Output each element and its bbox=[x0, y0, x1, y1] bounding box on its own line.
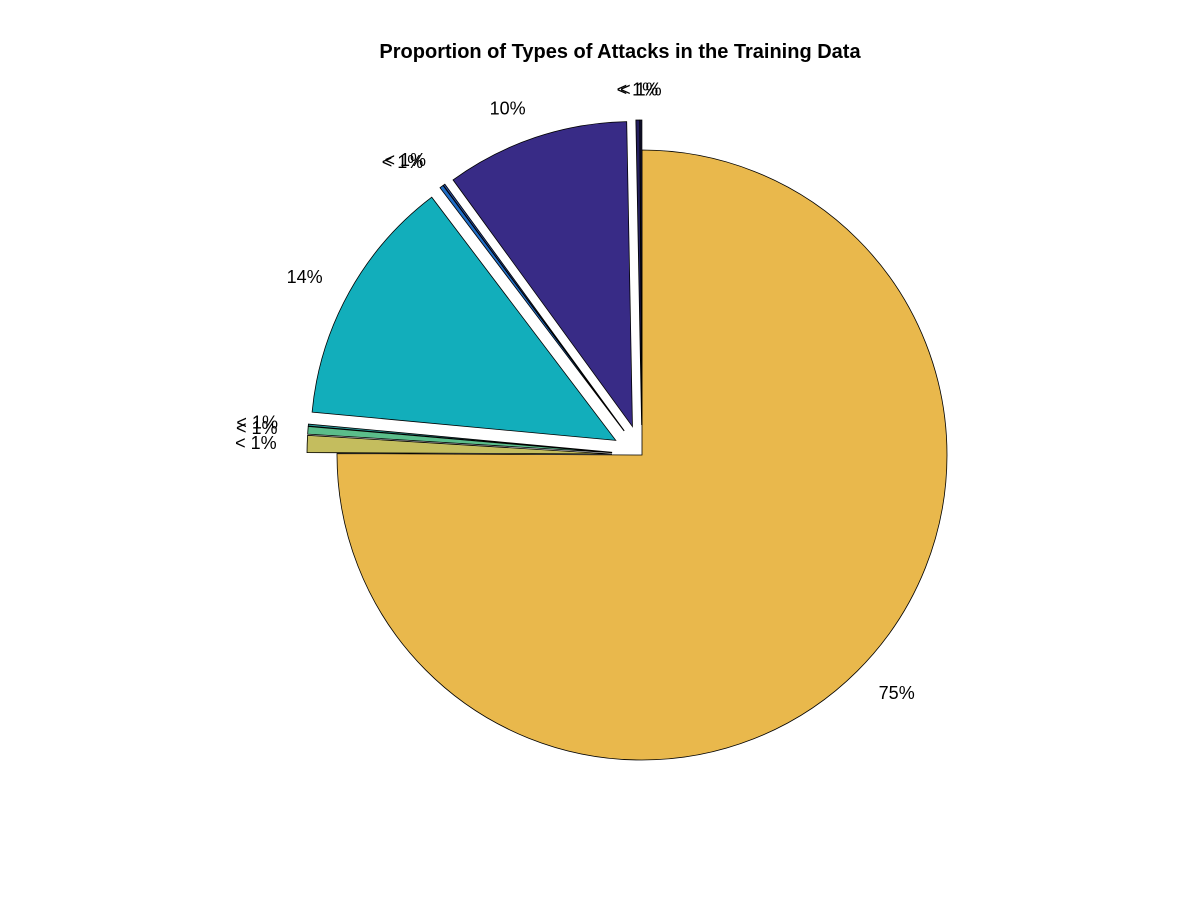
slice-label-7: < 1% bbox=[385, 150, 427, 170]
slice-label-4: < 1% bbox=[236, 412, 278, 432]
slice-label-3: < 1% bbox=[236, 418, 278, 438]
chart-title: Proportion of Types of Attacks in the Tr… bbox=[379, 41, 861, 63]
slice-label-6: < 1% bbox=[382, 152, 424, 172]
pie-slice-1 bbox=[336, 149, 948, 761]
pie-slice-10 bbox=[639, 119, 643, 426]
pie-slice-4 bbox=[307, 423, 613, 453]
slice-label-5: 14% bbox=[287, 267, 323, 287]
pie-labels: 75%< 1%< 1%< 1%14%< 1%< 1%10%< 1%< 1% bbox=[235, 80, 915, 703]
pie-slice-5 bbox=[311, 196, 617, 441]
pie-slice-8 bbox=[452, 121, 633, 428]
pie-slice-7 bbox=[442, 183, 625, 432]
pie-slice-3 bbox=[307, 426, 613, 454]
slice-label-2: < 1% bbox=[235, 433, 277, 453]
slice-label-8: 10% bbox=[490, 99, 526, 119]
pie-slice-2 bbox=[306, 434, 613, 455]
slice-label-10: < 1% bbox=[620, 80, 662, 100]
slice-label-9: < 1% bbox=[617, 80, 659, 100]
slice-label-1: 75% bbox=[879, 683, 915, 703]
pie-slices bbox=[306, 119, 948, 761]
